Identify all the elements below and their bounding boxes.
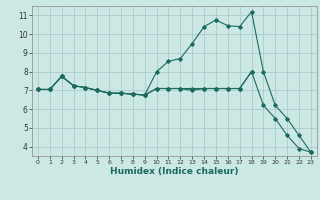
X-axis label: Humidex (Indice chaleur): Humidex (Indice chaleur) [110, 167, 239, 176]
